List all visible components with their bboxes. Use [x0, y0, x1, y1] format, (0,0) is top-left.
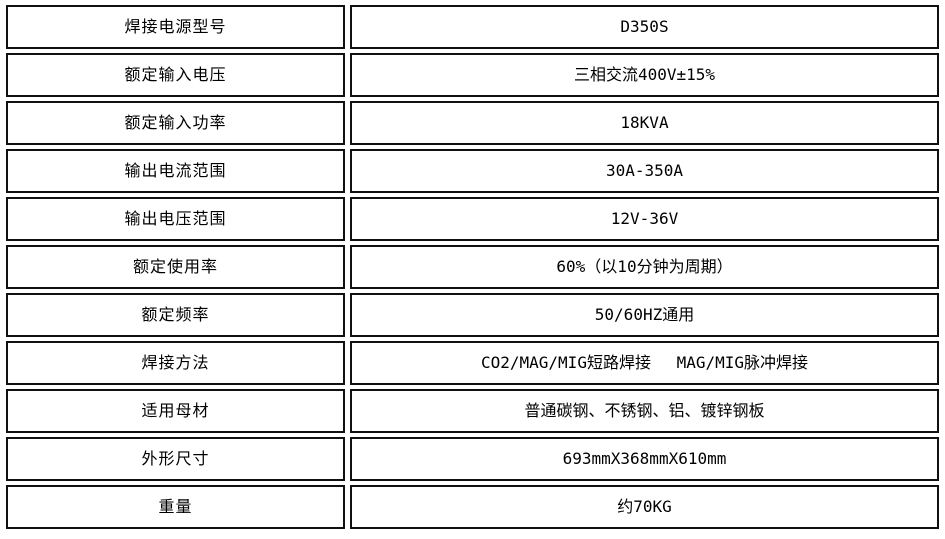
spec-value-cell: 12V-36V — [350, 197, 939, 241]
table-row: 外形尺寸 693mmX368mmX610mm — [6, 437, 939, 481]
spec-label-cell: 适用母材 — [6, 389, 345, 433]
table-row: 输出电流范围 30A-350A — [6, 149, 939, 193]
spec-value-cell: CO2/MAG/MIG短路焊接 MAG/MIG脉冲焊接 — [350, 341, 939, 385]
spec-label-cell: 焊接方法 — [6, 341, 345, 385]
spec-value-cell: 普通碳钢、不锈钢、铝、镀锌钢板 — [350, 389, 939, 433]
spec-label-cell: 额定频率 — [6, 293, 345, 337]
table-row: 额定输入功率 18KVA — [6, 101, 939, 145]
table-row: 重量 约70KG — [6, 485, 939, 529]
spec-label-cell: 重量 — [6, 485, 345, 529]
spec-value-cell: 693mmX368mmX610mm — [350, 437, 939, 481]
table-row: 焊接方法 CO2/MAG/MIG短路焊接 MAG/MIG脉冲焊接 — [6, 341, 939, 385]
spec-value-cell: 三相交流400V±15% — [350, 53, 939, 97]
spec-value-cell: 60%（以10分钟为周期） — [350, 245, 939, 289]
spec-value-cell: 30A-350A — [350, 149, 939, 193]
spec-label-cell: 额定输入电压 — [6, 53, 345, 97]
table-row: 输出电压范围 12V-36V — [6, 197, 939, 241]
table-row: 额定使用率 60%（以10分钟为周期） — [6, 245, 939, 289]
spec-label-cell: 焊接电源型号 — [6, 5, 345, 49]
spec-label-cell: 额定使用率 — [6, 245, 345, 289]
table-row: 额定频率 50/60HZ通用 — [6, 293, 939, 337]
spec-value-cell: 约70KG — [350, 485, 939, 529]
spec-table: 焊接电源型号 D350S 额定输入电压 三相交流400V±15% 额定输入功率 … — [6, 5, 939, 529]
table-row: 适用母材 普通碳钢、不锈钢、铝、镀锌钢板 — [6, 389, 939, 433]
table-row: 焊接电源型号 D350S — [6, 5, 939, 49]
spec-value-cell: D350S — [350, 5, 939, 49]
spec-label-cell: 输出电流范围 — [6, 149, 345, 193]
table-row: 额定输入电压 三相交流400V±15% — [6, 53, 939, 97]
spec-value-cell: 18KVA — [350, 101, 939, 145]
spec-label-cell: 额定输入功率 — [6, 101, 345, 145]
spec-label-cell: 外形尺寸 — [6, 437, 345, 481]
spec-value-cell: 50/60HZ通用 — [350, 293, 939, 337]
spec-label-cell: 输出电压范围 — [6, 197, 345, 241]
